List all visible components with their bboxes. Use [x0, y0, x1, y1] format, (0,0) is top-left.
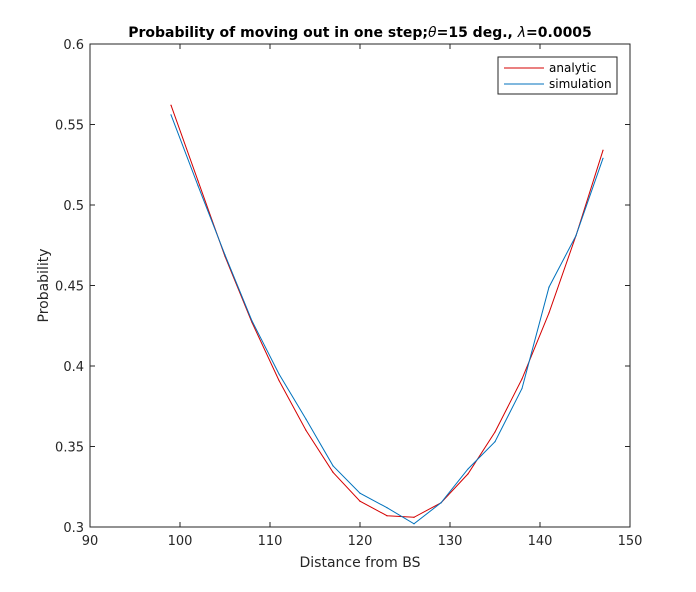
- data-point-simulation: [413, 523, 415, 525]
- data-point-analytic: [548, 312, 550, 314]
- plot-area: 90 100 110 120 130 140 150 0.3 0.35 0.4 0.45 0.5 0.5…: [55, 38, 642, 549]
- data-point-simulation: [440, 502, 442, 504]
- title-lambda-symbol: λ: [517, 25, 526, 41]
- y-tick-label: 0.55: [55, 119, 84, 134]
- data-point-simulation: [521, 387, 523, 390]
- data-point-simulation: [170, 114, 172, 116]
- y-axis-label: Probability: [36, 248, 52, 322]
- data-point-simulation: [332, 465, 334, 467]
- title-middle: =15 deg.,: [437, 25, 518, 41]
- title-theta-symbol: θ: [428, 25, 437, 41]
- title-suffix: =0.0005: [526, 25, 592, 41]
- data-point-analytic: [413, 516, 415, 518]
- data-point-simulation: [359, 492, 361, 494]
- x-tick-label: 110: [258, 534, 283, 549]
- y-tick-label: 0.45: [55, 280, 84, 295]
- data-point-simulation: [602, 157, 604, 159]
- data-point-simulation: [548, 286, 550, 288]
- data-point-analytic: [197, 180, 199, 182]
- data-point-simulation: [197, 185, 199, 187]
- y-tick-label: 0.6: [63, 38, 84, 53]
- data-point-analytic: [467, 473, 469, 475]
- data-point-simulation: [278, 373, 280, 375]
- data-point-simulation: [305, 418, 307, 420]
- x-axis-label: Distance from BS: [300, 555, 421, 571]
- legend-label-simulation: simulation: [549, 77, 612, 91]
- x-tick-label: 150: [618, 534, 643, 549]
- data-point-analytic: [602, 149, 604, 151]
- data-point-analytic: [278, 379, 280, 382]
- data-point-simulation: [467, 468, 469, 470]
- y-tick-label: 0.3: [63, 521, 84, 536]
- data-point-simulation: [494, 441, 496, 443]
- data-point-analytic: [305, 429, 307, 431]
- data-point-simulation: [386, 507, 388, 509]
- legend-label-analytic: analytic: [549, 61, 596, 75]
- chart-title: Probability of moving out in one step;θ=…: [128, 25, 592, 41]
- data-point-analytic: [521, 378, 523, 380]
- x-tick-label: 140: [528, 534, 553, 549]
- data-point-analytic: [332, 471, 334, 473]
- legend-box: [497, 56, 618, 95]
- x-tick-label: 100: [168, 534, 193, 549]
- data-point-simulation: [251, 320, 253, 322]
- x-tick-label: 120: [348, 534, 373, 549]
- legend: analytic simulation: [497, 56, 618, 95]
- data-point-simulation: [575, 234, 577, 237]
- y-tick-label: 0.4: [63, 360, 84, 375]
- data-point-simulation: [224, 254, 226, 256]
- y-tick-label: 0.5: [63, 199, 84, 214]
- y-tick-label: 0.35: [55, 441, 84, 456]
- title-prefix: Probability of moving out in one step;: [128, 25, 428, 41]
- data-point-analytic: [359, 500, 361, 502]
- data-point-analytic: [494, 431, 496, 433]
- data-point-analytic: [386, 515, 388, 517]
- x-tick-label: 90: [82, 534, 99, 549]
- data-point-analytic: [170, 104, 172, 106]
- x-tick-label: 130: [438, 534, 463, 549]
